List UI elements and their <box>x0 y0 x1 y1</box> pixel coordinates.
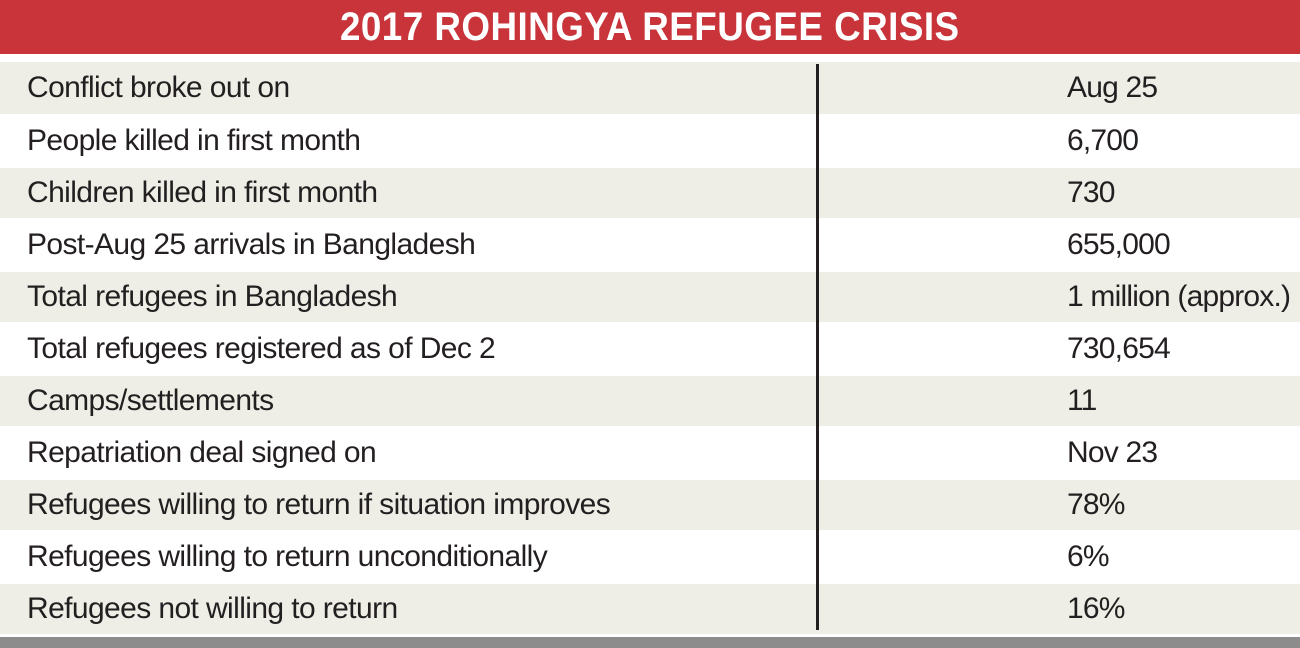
row-label: Repatriation deal signed on <box>27 436 377 469</box>
row-label: Total refugees registered as of Dec 2 <box>27 332 496 365</box>
table-row: Total refugees in Bangladesh 1 million (a… <box>0 272 1300 322</box>
row-value: Aug 25 <box>1067 71 1158 104</box>
table-row: Repatriation deal signed on Nov 23 <box>0 428 1300 478</box>
row-label: People killed in first month <box>27 124 361 157</box>
table-row: Total refugees registered as of Dec 2 730… <box>0 324 1300 374</box>
table-row: Refugees willing to return unconditional… <box>0 532 1300 582</box>
row-value: 11 <box>1067 384 1097 417</box>
row-value: 78% <box>1067 488 1125 521</box>
title-bar: 2017 ROHINGYA REFUGEE CRISIS <box>0 0 1300 54</box>
row-label: Children killed in first month <box>27 176 378 209</box>
row-value: 6% <box>1067 540 1110 573</box>
row-label: Refugees not willing to return <box>27 592 398 625</box>
row-label: Total refugees in Bangladesh <box>27 280 398 313</box>
table-row: Camps/settlements 11 <box>0 376 1300 426</box>
table-title: 2017 ROHINGYA REFUGEE CRISIS <box>340 4 960 49</box>
table-row: Children killed in first month 730 <box>0 168 1300 218</box>
row-value: 16% <box>1067 592 1125 625</box>
column-divider <box>816 64 819 630</box>
row-label: Conflict broke out on <box>27 71 290 104</box>
bottom-rule <box>0 637 1300 648</box>
table-body: Conflict broke out on Aug 25 People killed… <box>0 62 1300 634</box>
row-value: 730 <box>1067 176 1115 209</box>
row-value: Nov 23 <box>1067 436 1158 469</box>
table-row: People killed in first month 6,700 <box>0 116 1300 166</box>
row-label: Camps/settlements <box>27 384 274 417</box>
row-value: 1 million (approx.) <box>1067 280 1291 313</box>
row-label: Refugees willing to return if situation … <box>27 488 611 521</box>
table-row: Refugees willing to return if situation … <box>0 480 1300 530</box>
table-row: Refugees not willing to return 16% <box>0 584 1300 634</box>
row-label: Post-Aug 25 arrivals in Bangladesh <box>27 228 476 261</box>
row-value: 730,654 <box>1067 332 1171 365</box>
row-label: Refugees willing to return unconditional… <box>27 540 548 573</box>
table-row: Post-Aug 25 arrivals in Bangladesh 655,00… <box>0 220 1300 270</box>
row-value: 6,700 <box>1067 124 1139 157</box>
table-row: Conflict broke out on Aug 25 <box>0 62 1300 114</box>
row-value: 655,000 <box>1067 228 1171 261</box>
